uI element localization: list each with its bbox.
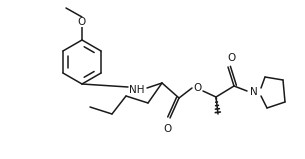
Text: NH: NH — [129, 85, 145, 95]
Text: O: O — [78, 17, 86, 27]
Text: N: N — [250, 87, 258, 97]
Text: O: O — [227, 53, 235, 63]
Text: O: O — [193, 83, 201, 93]
Text: O: O — [164, 124, 172, 134]
